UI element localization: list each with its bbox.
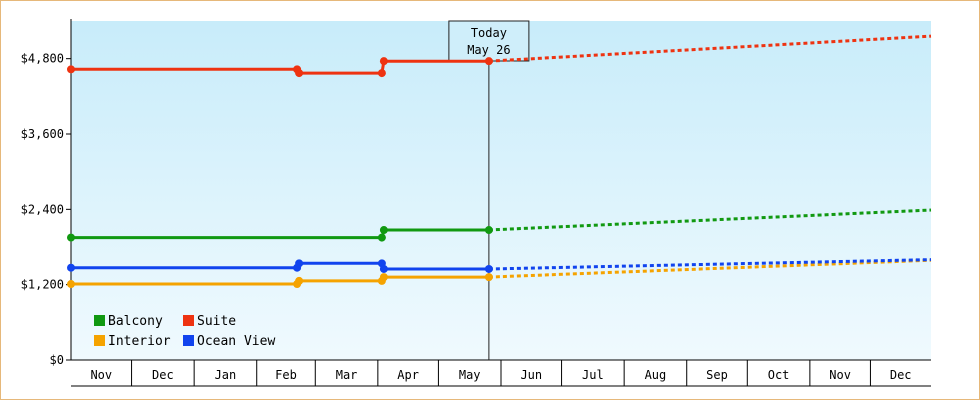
series-line-suite bbox=[69, 59, 491, 75]
x-axis: Nov Dec Jan Feb Mar Apr May Jun Jul Aug Sep Oct Nov D… bbox=[71, 359, 931, 387]
y-tick-label: $2,400 bbox=[21, 202, 64, 216]
data-point-suite bbox=[67, 65, 75, 74]
month-label: Dec bbox=[152, 368, 174, 382]
data-point-balcony bbox=[67, 233, 75, 242]
legend-swatch-suite bbox=[183, 315, 194, 326]
month-label: Oct bbox=[768, 368, 790, 382]
legend-label-balcony: Balcony bbox=[108, 314, 163, 329]
month-label: Mar bbox=[336, 368, 358, 382]
series-lines bbox=[67, 34, 932, 289]
legend-swatch-interior bbox=[94, 335, 105, 346]
today-date-label: May 26 bbox=[467, 43, 510, 57]
y-axis: $0 $1,200 $2,400 $3,600 $4,800 bbox=[21, 19, 72, 367]
data-point-ocean-view bbox=[67, 263, 75, 272]
series-line-ocean-view bbox=[69, 261, 491, 271]
plot-background bbox=[71, 21, 931, 360]
series-forecast-interior bbox=[488, 258, 932, 279]
today-marker: Today May 26 bbox=[448, 20, 530, 360]
y-tick-label: $4,800 bbox=[21, 52, 64, 66]
data-point-balcony bbox=[377, 233, 386, 242]
month-label: Feb bbox=[275, 368, 297, 382]
series-forecast-balcony bbox=[488, 208, 932, 232]
data-point-balcony bbox=[379, 226, 388, 235]
today-label: Today bbox=[471, 26, 507, 40]
series-line-interior bbox=[69, 275, 491, 286]
month-label: Dec bbox=[890, 368, 912, 382]
month-label: Apr bbox=[397, 368, 419, 382]
legend: Balcony Suite Interior Ocean View bbox=[94, 314, 275, 349]
data-point-interior bbox=[484, 273, 493, 282]
data-point-balcony bbox=[484, 226, 493, 235]
data-point-interior bbox=[295, 276, 304, 285]
legend-swatch-ocean-view bbox=[183, 335, 194, 346]
data-point-interior bbox=[379, 273, 388, 282]
y-tick-label: $1,200 bbox=[21, 278, 64, 292]
data-point-ocean-view bbox=[379, 264, 388, 273]
month-label: Jul bbox=[582, 368, 604, 382]
series-forecast-suite bbox=[488, 34, 932, 63]
y-tick-label: $0 bbox=[50, 353, 64, 367]
data-point-suite bbox=[377, 69, 386, 78]
legend-label-suite: Suite bbox=[197, 314, 236, 329]
data-point-suite bbox=[379, 57, 388, 66]
month-label: Jun bbox=[520, 368, 542, 382]
month-label: Nov bbox=[829, 368, 851, 382]
data-point-ocean-view bbox=[484, 264, 493, 273]
legend-swatch-balcony bbox=[94, 315, 105, 326]
month-label: Sep bbox=[706, 368, 728, 382]
month-label: Jan bbox=[215, 368, 237, 382]
y-tick-label: $3,600 bbox=[21, 127, 64, 141]
data-point-suite bbox=[484, 57, 493, 66]
data-point-interior bbox=[67, 280, 75, 289]
series-forecast-ocean-view bbox=[488, 258, 932, 271]
legend-label-ocean-view: Ocean View bbox=[197, 334, 275, 349]
month-label: Aug bbox=[645, 368, 667, 382]
legend-label-interior: Interior bbox=[108, 334, 171, 349]
month-label: May bbox=[459, 368, 481, 382]
data-point-suite bbox=[295, 69, 304, 78]
data-point-ocean-view bbox=[295, 259, 304, 268]
month-label: Nov bbox=[90, 368, 112, 382]
